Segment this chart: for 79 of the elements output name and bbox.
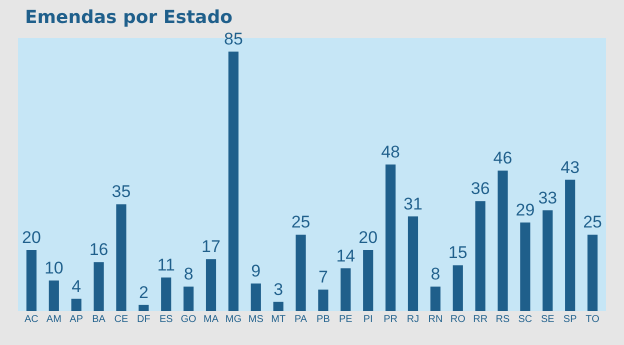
x-tick-label: MA [204, 314, 219, 325]
x-tick-label: RO [450, 314, 466, 325]
bar [48, 280, 59, 311]
x-tick-label: TO [586, 314, 600, 325]
data-label: 15 [448, 243, 468, 262]
data-label: 36 [470, 179, 490, 198]
x-tick-label: PB [316, 314, 330, 325]
bar [587, 234, 598, 311]
bar [250, 284, 261, 311]
x-tick-label: PI [363, 314, 373, 325]
bar [386, 164, 396, 311]
x-tick-label: SP [563, 314, 578, 325]
bar [273, 302, 284, 311]
x-tick-label: AP [70, 314, 84, 325]
x-tick-label: SE [540, 314, 555, 325]
x-tick-label: SC [518, 314, 532, 325]
data-label: 10 [44, 258, 64, 278]
data-label: 46 [493, 148, 512, 168]
bar [71, 298, 82, 311]
data-label: 20 [22, 228, 41, 247]
bar [26, 250, 37, 311]
chart-title: Emendas por Estado [24, 6, 232, 28]
x-tick-label: ES [159, 314, 174, 325]
data-label: 16 [89, 240, 108, 260]
bar [296, 234, 306, 311]
bar [184, 286, 194, 311]
x-tick-label: RN [428, 314, 443, 325]
x-tick-label: GO [180, 314, 197, 325]
x-tick-label: MT [271, 314, 286, 325]
data-label: 2 [138, 282, 148, 302]
x-tick-label: PR [384, 314, 398, 325]
bar [138, 304, 149, 311]
data-label: 43 [560, 158, 580, 177]
bar [520, 222, 530, 311]
data-label: 25 [583, 212, 602, 232]
data-label: 33 [538, 188, 558, 208]
x-tick-label: RS [496, 314, 510, 325]
bar [206, 259, 216, 311]
bar [498, 170, 508, 311]
bar [318, 290, 328, 311]
bar [94, 262, 104, 311]
data-label: 25 [291, 212, 310, 232]
x-tick-label: AM [46, 314, 62, 325]
data-label: 31 [404, 194, 422, 214]
data-label: 3 [274, 280, 284, 299]
data-label: 8 [430, 264, 440, 284]
x-tick-label: CE [114, 314, 129, 325]
data-label: 4 [72, 276, 82, 296]
bar [542, 210, 553, 311]
data-label: 35 [112, 182, 131, 202]
x-tick-label: DF [137, 314, 150, 325]
x-tick-label: AC [24, 314, 38, 325]
x-tick-label: PA [294, 314, 308, 325]
data-label: 11 [157, 255, 175, 274]
bar [340, 268, 351, 311]
data-label: 9 [251, 262, 261, 281]
data-label: 14 [336, 246, 356, 266]
data-label: 29 [516, 200, 535, 220]
x-tick-label: MG [225, 314, 242, 325]
data-label: 7 [318, 268, 328, 287]
data-label: 8 [184, 264, 194, 284]
x-tick-label: BA [92, 314, 106, 325]
bar [475, 201, 486, 311]
bar [452, 265, 463, 311]
bar [565, 180, 576, 311]
x-tick-label: RR [473, 314, 488, 325]
bar [228, 52, 238, 311]
bar [116, 204, 126, 311]
data-label: 85 [224, 30, 243, 49]
data-label: 20 [358, 228, 378, 247]
data-label: 48 [381, 142, 400, 162]
x-tick-label: RJ [406, 314, 420, 325]
bar [408, 216, 418, 311]
data-label: 17 [202, 237, 220, 256]
x-tick-label: MS [248, 314, 264, 325]
bar [363, 250, 374, 311]
bar [161, 277, 172, 311]
bar [430, 286, 440, 311]
x-tick-label: PE [338, 314, 353, 325]
